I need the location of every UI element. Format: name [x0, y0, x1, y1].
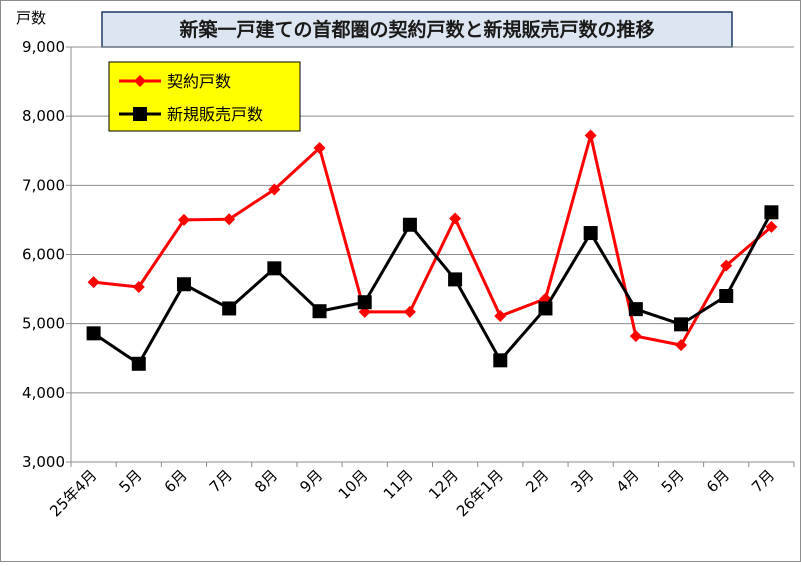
- data-point-square: [176, 277, 191, 292]
- x-axis-tick-label: 3月: [567, 466, 597, 496]
- data-point-diamond: [720, 259, 733, 272]
- legend-label: 新規販売戸数: [167, 105, 263, 124]
- data-point-square: [357, 295, 372, 310]
- series-group: [86, 129, 779, 371]
- y-axis-tick-label: 4,000: [22, 384, 65, 402]
- data-point-square: [312, 304, 327, 319]
- chart-title: 新築一戸建ての首都圏の契約戸数と新規販売戸数の推移: [179, 18, 654, 41]
- series-line: [92, 211, 773, 366]
- x-axis-tick-label: 6月: [161, 466, 191, 496]
- data-point-diamond: [403, 305, 416, 318]
- data-point-square: [719, 289, 734, 303]
- series-line: [93, 134, 773, 347]
- x-axis-tick-label: 25年4月: [46, 466, 100, 520]
- data-point-diamond: [177, 213, 190, 226]
- x-axis-tick-label: 7月: [748, 466, 778, 496]
- data-point-diamond: [223, 213, 236, 226]
- y-axis-tick-label: 7,000: [22, 176, 65, 194]
- data-point-diamond: [313, 141, 326, 154]
- x-axis-tick-label: 6月: [703, 466, 733, 496]
- data-point-diamond: [629, 330, 642, 343]
- y-axis-tick-label: 3,000: [22, 453, 65, 471]
- x-axis-tick-label: 12月: [425, 466, 462, 503]
- data-point-diamond: [87, 276, 100, 289]
- data-point-square: [402, 217, 417, 232]
- series-contracts: [87, 129, 778, 352]
- x-axis-tick-label: 5月: [658, 466, 688, 496]
- data-point-square: [222, 301, 237, 316]
- x-axis-tick-label: 7月: [206, 466, 236, 496]
- data-point-square: [628, 302, 643, 317]
- x-axis-tick-label: 11月: [380, 466, 417, 503]
- y-axis-tick-labels: 3,000 4,000 5,000 6,000 7,000 8,000 9,000: [22, 38, 65, 471]
- data-point-diamond: [268, 183, 281, 196]
- y-axis-tick-label: 5,000: [22, 315, 65, 333]
- legend-marker-square: [133, 107, 147, 121]
- data-point-square: [267, 261, 282, 276]
- y-axis-tick-label: 9,000: [22, 38, 65, 56]
- y-axis-tick-label: 8,000: [22, 107, 65, 125]
- x-axis-tick-label: 8月: [251, 466, 281, 496]
- data-point-square: [538, 301, 553, 316]
- chart-title-box: 新築一戸建ての首都圏の契約戸数と新規販売戸数の推移: [101, 11, 733, 48]
- data-point-square: [493, 353, 508, 368]
- series-new-sales: [86, 205, 779, 371]
- x-axis-tick-label: 4月: [613, 466, 643, 496]
- data-point-diamond: [449, 212, 462, 225]
- data-point-square: [583, 226, 598, 241]
- data-point-diamond: [494, 310, 507, 323]
- x-axis-tick-label: 10月: [335, 466, 372, 503]
- data-point-diamond: [584, 129, 597, 142]
- data-point-diamond: [132, 281, 145, 294]
- x-axis-tick-label: 2月: [522, 466, 552, 496]
- data-point-square: [674, 317, 689, 332]
- y-axis-tick-label: 6,000: [22, 246, 65, 264]
- data-point-diamond: [765, 220, 778, 233]
- data-point-square: [131, 356, 146, 371]
- data-point-diamond: [675, 339, 688, 352]
- gridlines: [66, 46, 795, 467]
- x-axis-tick-label: 26年1月: [453, 466, 507, 520]
- legend-marker-diamond: [134, 75, 146, 87]
- data-point-square: [86, 326, 101, 341]
- legend-label: 契約戸数: [167, 72, 231, 91]
- data-point-square: [764, 205, 779, 220]
- x-axis-tick-label: 5月: [116, 466, 146, 496]
- data-point-square: [448, 272, 463, 287]
- y-axis-unit-label: 戸数: [16, 9, 46, 27]
- x-axis-tick-label: 9月: [296, 466, 326, 496]
